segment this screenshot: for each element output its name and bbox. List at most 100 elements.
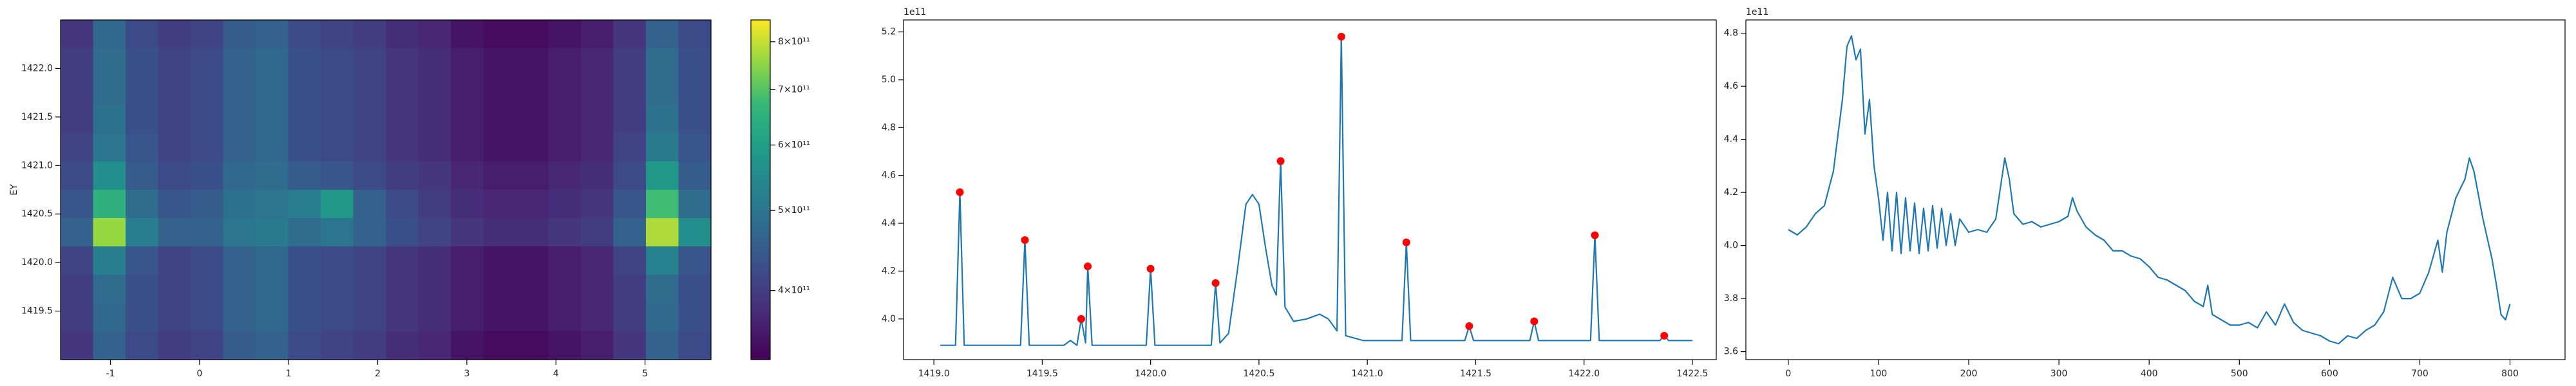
y-tick-label: 4.4 — [882, 218, 896, 228]
heatmap-cell — [126, 133, 159, 162]
heatmap-cell — [191, 246, 224, 275]
heatmap-cell — [613, 77, 647, 106]
heatmap-cell — [483, 218, 516, 247]
x-tick-label: -1 — [106, 369, 115, 379]
x-tick-label: 1421.5 — [1460, 369, 1492, 379]
heatmap-cell — [418, 331, 451, 360]
heatmap-cell — [548, 20, 582, 49]
heatmap-cell — [451, 275, 484, 304]
heatmap-cell — [581, 48, 614, 77]
heatmap-cell — [548, 161, 582, 190]
y-tick-label: 4.8 — [1724, 28, 1738, 39]
heatmap-cell — [678, 48, 712, 77]
heatmap-cell — [256, 303, 289, 332]
x-tick-label: 1420.5 — [1243, 369, 1274, 379]
heatmap-cell — [516, 331, 549, 360]
x-tick-label: 200 — [1960, 369, 1978, 379]
heatmap-cell — [288, 20, 321, 49]
heatmap-cell — [126, 303, 159, 332]
peak-marker — [1402, 238, 1410, 246]
heatmap-cell — [418, 161, 451, 190]
heatmap-cell — [483, 275, 516, 304]
heatmap-cell — [191, 303, 224, 332]
heatmap-cell — [613, 48, 647, 77]
heatmap-cell — [61, 303, 94, 332]
heatmap-cell — [613, 105, 647, 134]
heatmap-cell — [646, 20, 679, 49]
heatmap-cell — [451, 77, 484, 106]
heatmap-cell — [581, 77, 614, 106]
y-tick-label: 1422.0 — [21, 63, 53, 73]
x-tick-label: 1422.0 — [1568, 369, 1600, 379]
heatmap-cell — [61, 331, 94, 360]
heatmap-cell — [191, 161, 224, 190]
x-tick-label: 4 — [553, 369, 559, 379]
y-tick-label: 4.0 — [882, 314, 896, 324]
heatmap-cell — [548, 275, 582, 304]
y-tick-label: 3.6 — [1724, 347, 1738, 357]
heatmap-cell — [126, 48, 159, 77]
heatmap-cell — [516, 20, 549, 49]
heatmap-cell — [483, 161, 516, 190]
heatmap-cell — [158, 246, 191, 275]
heatmap-cell — [516, 190, 549, 219]
heatmap-cell — [451, 190, 484, 219]
heatmap-cell — [93, 133, 126, 162]
heatmap-cell — [61, 218, 94, 247]
heatmap-cell — [386, 246, 419, 275]
heatmap-cell — [126, 105, 159, 134]
heatmap-cell — [191, 218, 224, 247]
heatmap-cell — [256, 190, 289, 219]
heatmap-cell — [678, 133, 712, 162]
heatmap-cell — [126, 190, 159, 219]
heatmap-cell — [451, 133, 484, 162]
heatmap-cell — [678, 218, 712, 247]
heatmap-cell — [158, 161, 191, 190]
heatmap-cell — [353, 77, 386, 106]
heatmap-cell — [678, 275, 712, 304]
heatmap-cell — [93, 48, 126, 77]
heatmap-cell — [678, 246, 712, 275]
heatmap-cell — [256, 105, 289, 134]
heatmap-cell — [548, 48, 582, 77]
heatmap-cell — [483, 246, 516, 275]
peak-marker — [1146, 264, 1155, 273]
heatmap-cell — [418, 133, 451, 162]
peak-marker — [956, 188, 964, 196]
heatmap-cell — [613, 218, 647, 247]
heatmap-cell — [321, 133, 354, 162]
heatmap-cell — [613, 20, 647, 49]
x-tick-label: 5 — [642, 369, 648, 379]
heatmap-cell — [646, 133, 679, 162]
heatmap-cell — [288, 303, 321, 332]
heatmap-cell — [288, 275, 321, 304]
heatmap-cell — [386, 331, 419, 360]
colorbar-tick-label: 7×10¹¹ — [778, 84, 810, 95]
axes-frame — [903, 19, 1717, 360]
peak-marker — [1530, 317, 1539, 326]
heatmap-cell — [516, 77, 549, 106]
heatmap-cell — [191, 133, 224, 162]
heatmap-cell — [646, 218, 679, 247]
heatmap-cell — [158, 275, 191, 304]
y-tick-label: 5.0 — [882, 75, 896, 85]
heatmap-cell — [483, 190, 516, 219]
offset-label: 1e11 — [904, 7, 926, 17]
heatmap-cell — [581, 133, 614, 162]
heatmap-cell — [256, 48, 289, 77]
heatmap-cell — [61, 20, 94, 49]
heatmap-cell — [581, 246, 614, 275]
heatmap-cell — [158, 133, 191, 162]
heatmap-cell — [93, 161, 126, 190]
heatmap-cell — [646, 105, 679, 134]
heatmap-cell — [288, 48, 321, 77]
heatmap-cell — [386, 105, 419, 134]
heatmap-cell — [93, 190, 126, 219]
heatmap-cell — [613, 161, 647, 190]
heatmap-cell — [418, 20, 451, 49]
heatmap-cell — [353, 303, 386, 332]
heatmap-cell — [581, 190, 614, 219]
axes-frame — [60, 19, 712, 360]
peak-marker — [1276, 157, 1285, 165]
heatmap-cell — [386, 20, 419, 49]
